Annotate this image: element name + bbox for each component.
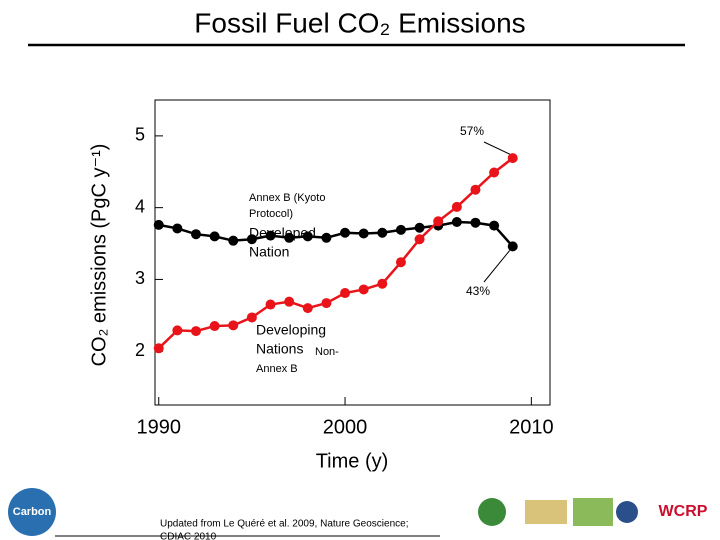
chart-title: Fossil Fuel CO₂ Emissions xyxy=(194,7,525,38)
point xyxy=(265,299,276,310)
point xyxy=(209,231,220,242)
point xyxy=(302,303,313,314)
point xyxy=(265,230,276,241)
annotation: 57% xyxy=(460,124,484,138)
y-tick-label: 3 xyxy=(135,268,145,288)
point xyxy=(414,234,425,245)
leader xyxy=(483,250,511,283)
point xyxy=(507,153,518,164)
partner-logos: WCRP xyxy=(478,498,708,526)
annotation: Protocol) xyxy=(249,208,293,220)
y-tick-label: 2 xyxy=(135,340,145,360)
point xyxy=(358,284,369,295)
x-axis-label: Time (y) xyxy=(316,450,389,472)
point xyxy=(246,312,257,323)
point xyxy=(190,229,201,240)
y-axis-label: CO₂ emissions (PgC y⁻¹) xyxy=(88,144,110,367)
point xyxy=(433,216,444,227)
point xyxy=(284,232,295,243)
annotation: Annex B xyxy=(256,363,298,375)
plot-frame xyxy=(154,99,551,406)
annotation: Nation xyxy=(249,244,289,260)
point xyxy=(302,231,313,242)
point xyxy=(228,320,239,331)
point xyxy=(284,296,295,307)
point xyxy=(377,278,388,289)
y-tick-label: 5 xyxy=(135,125,145,145)
point xyxy=(321,232,332,243)
point xyxy=(451,217,462,227)
point xyxy=(190,326,201,337)
y-tick-label: 4 xyxy=(135,196,145,216)
annotation: Developed xyxy=(249,225,316,241)
svg-text:Carbon: Carbon xyxy=(13,506,52,518)
point xyxy=(153,219,164,230)
source-note: Updated from Le Quéré et al. 2009, Natur… xyxy=(160,519,408,530)
point xyxy=(246,234,257,245)
series-line xyxy=(157,157,514,350)
annotation: Nations xyxy=(256,341,303,357)
point xyxy=(153,343,164,354)
point xyxy=(340,227,351,238)
point xyxy=(395,224,406,235)
point xyxy=(470,217,481,228)
leader xyxy=(483,141,510,155)
annotation: 43% xyxy=(466,284,490,298)
annotation: Developing xyxy=(256,322,326,338)
svg-text:WCRP: WCRP xyxy=(659,503,708,520)
point xyxy=(414,222,425,233)
point xyxy=(470,184,481,195)
point xyxy=(451,201,462,212)
x-tick-label: 2010 xyxy=(509,416,554,438)
point xyxy=(172,223,183,234)
annotation: Non- xyxy=(315,346,339,358)
point xyxy=(340,288,351,299)
point xyxy=(228,235,239,246)
carbon-logo: Carbon xyxy=(8,488,56,536)
annotation: Annex B (Kyoto xyxy=(249,192,325,204)
x-tick-label: 2000 xyxy=(323,416,368,438)
x-tick-label: 1990 xyxy=(136,416,181,438)
point xyxy=(377,227,388,238)
point xyxy=(321,298,332,309)
point xyxy=(489,220,500,231)
point xyxy=(209,321,220,332)
point xyxy=(395,257,406,268)
point xyxy=(172,325,183,336)
point xyxy=(507,241,518,252)
point xyxy=(358,228,369,239)
point xyxy=(489,167,500,178)
source-note: CDIAC 2010 xyxy=(160,532,217,540)
